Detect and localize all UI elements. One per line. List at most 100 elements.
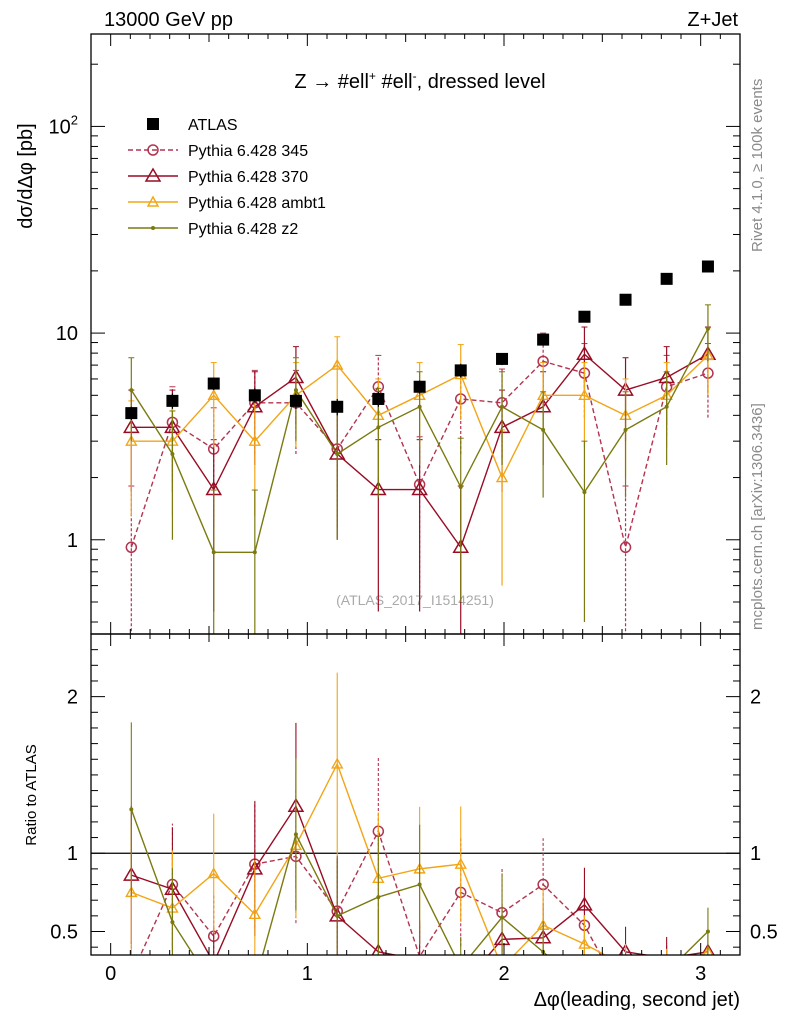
data-point [376,425,381,430]
data-point [619,541,632,554]
legend-entry: Pythia 6.428 370 [128,167,308,186]
legend-marker [151,226,155,230]
energy-label: 13000 GeV pp [104,9,233,31]
ratio-y-axis-label: Ratio to ATLAS [23,744,40,845]
legend-entry: Pythia 6.428 345 [128,143,308,160]
data-point [576,345,593,361]
legend-label: Pythia 6.428 z2 [188,221,298,238]
data-point [211,550,216,555]
data-point [207,377,220,390]
x-tick-label: 1 [302,963,313,985]
series-line [131,353,709,549]
x-tick-label: 3 [695,963,706,985]
ratio-frame [90,633,741,956]
data-point [660,272,673,285]
series-4 [128,304,711,634]
ratio-point [129,807,134,812]
ratio-line [131,804,709,955]
ratio-point [371,943,386,955]
main-y-axis-label: dσ/dΔφ [pb] [15,123,37,228]
legend-marker [147,144,159,156]
process-label: Z+Jet [687,9,738,31]
legend-marker [146,195,160,207]
data-point [125,541,138,554]
data-point [252,550,257,555]
ratio-point [576,896,593,911]
data-point [623,427,628,432]
main-y-tick-label: 10 [56,323,78,345]
ratio-y-tick-label-right: 2 [750,687,761,709]
ratio-point [170,920,175,925]
data-point [500,404,505,409]
data-point [701,260,714,273]
data-point [207,388,220,401]
data-point [458,485,463,490]
title-lep2: #ell [381,71,412,93]
title-prefix: Z [294,71,306,93]
data-point [125,434,138,446]
ratio-point [705,929,710,934]
legend-marker [147,118,159,130]
x-tick-label: 2 [498,963,509,985]
title-sup1: + [369,69,376,83]
ratio-point [335,913,340,918]
ratio-point [500,915,505,920]
title-sup2: - [413,69,417,83]
ratio-point [293,832,298,837]
data-point [537,333,550,346]
data-point [248,434,262,446]
series-atlas [125,260,714,420]
ratio-point [701,943,715,955]
ratio-point [454,857,467,869]
data-point [293,388,298,393]
data-point [166,394,179,407]
legend: ATLAS Pythia 6.428 345 Pythia 6.428 370 Pyt… [128,117,326,238]
data-point [541,427,546,432]
title-lep1: #ell [338,71,369,93]
ratio-y-tick-label: 1 [67,843,78,865]
data-point [578,310,591,323]
analysis-label: (ATLAS_2017_I1514251) [336,592,494,608]
data-point [372,392,385,405]
data-point [248,389,261,402]
data-point [289,394,302,407]
data-point [495,471,509,483]
legend-entry: ATLAS [147,117,238,134]
legend-entry: Pythia 6.428 ambt1 [128,195,326,212]
main-y-tick-label: 1 [67,530,78,552]
rivet-label: Rivet 4.1.0, ≥ 100k events [749,79,766,252]
legend-label: Pythia 6.428 ambt1 [188,195,326,212]
data-point [331,400,344,413]
ratio-point [248,907,262,919]
ratio-point [376,895,381,900]
main-y-tick-label: 102 [49,112,78,138]
legend-entry: Pythia 6.428 z2 [128,221,298,238]
main-panel [123,260,717,634]
ratio-point [578,937,591,949]
title-arrow: → [312,71,332,93]
x-axis-label: Δφ(leading, second jet) [534,989,740,1011]
data-point [129,388,134,393]
series-line [130,360,709,548]
ratio-y-tick-label: 2 [67,687,78,709]
ratio-y-tick-label: 0.5 [50,922,78,944]
data-point [335,452,340,457]
legend-label: Pythia 6.428 345 [188,143,308,160]
ratio-point [702,945,714,955]
ratio-point [417,882,422,887]
data-point [664,404,669,409]
data-point [417,404,422,409]
data-point [413,380,426,393]
data-point [454,364,467,377]
data-point [125,407,138,420]
ratio-line [139,829,602,955]
title-suffix: , dressed level [417,71,546,93]
data-point [619,293,632,306]
ratio-point [207,867,220,879]
ratio-point [331,757,344,769]
plot-title: Z → #ell+ #ell-, dressed level [294,69,545,93]
data-point [578,388,591,401]
ratio-panel [91,672,740,955]
